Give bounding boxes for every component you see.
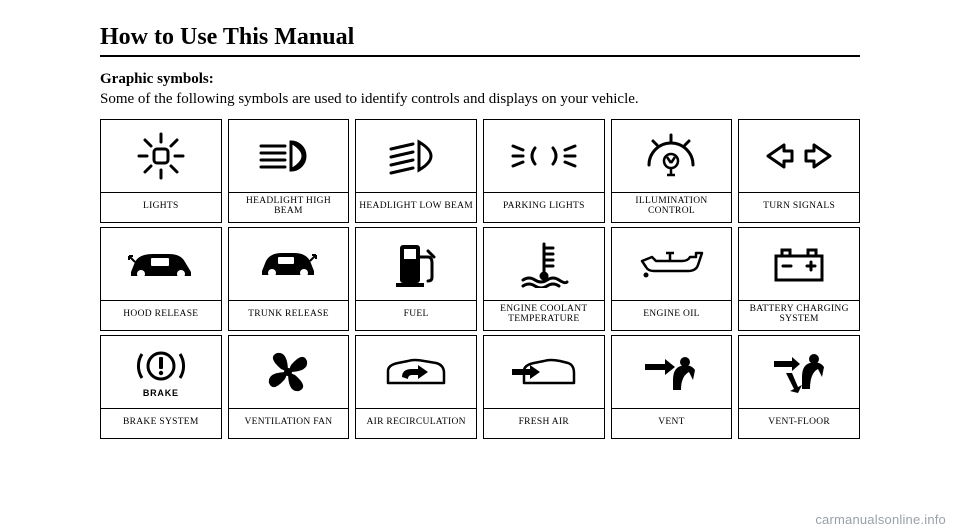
cell-illumination: ILLUMINATION CONTROL — [611, 119, 733, 223]
watermark: carmanualsonline.info — [815, 512, 946, 527]
cell-brake: BRAKE BRAKE SYSTEM — [100, 335, 222, 439]
cell-low-beam: HEADLIGHT LOW BEAM — [355, 119, 477, 223]
recirculation-icon — [382, 355, 450, 389]
label-battery: BATTERY CHARGING SYSTEM — [739, 300, 859, 330]
battery-icon — [770, 244, 828, 284]
label-fresh-air: FRESH AIR — [484, 408, 604, 438]
label-coolant: ENGINE COOLANT TEMPERATURE — [484, 300, 604, 330]
hood-release-icon — [125, 246, 197, 282]
cell-recirculation: AIR RECIRCULATION — [355, 335, 477, 439]
label-parking-lights: PARKING LIGHTS — [484, 192, 604, 222]
vent-icon — [641, 350, 701, 394]
symbol-grid: LIGHTS HEADLIGHT HIGH BEAM — [100, 119, 860, 439]
cell-turn-signals: TURN SIGNALS — [738, 119, 860, 223]
section-body: Some of the following symbols are used t… — [100, 90, 860, 109]
fresh-air-icon — [510, 355, 578, 389]
cell-fuel: FUEL — [355, 227, 477, 331]
cell-vent: VENT — [611, 335, 733, 439]
cell-trunk-release: TRUNK RELEASE — [228, 227, 350, 331]
trunk-release-icon — [258, 247, 318, 281]
label-turn-signals: TURN SIGNALS — [739, 192, 859, 222]
label-illumination: ILLUMINATION CONTROL — [612, 192, 732, 222]
cell-battery: BATTERY CHARGING SYSTEM — [738, 227, 860, 331]
high-beam-icon — [255, 136, 321, 176]
cell-engine-oil: ENGINE OIL — [611, 227, 733, 331]
parking-lights-icon — [509, 138, 579, 174]
engine-oil-icon — [638, 247, 704, 281]
cell-parking-lights: PARKING LIGHTS — [483, 119, 605, 223]
coolant-icon — [517, 240, 571, 288]
title-rule — [100, 55, 860, 57]
low-beam-icon — [383, 136, 449, 176]
label-fuel: FUEL — [356, 300, 476, 330]
label-hood-release: HOOD RELEASE — [101, 300, 221, 330]
lights-icon — [133, 130, 189, 182]
label-recirculation: AIR RECIRCULATION — [356, 408, 476, 438]
cell-fan: VENTILATION FAN — [228, 335, 350, 439]
brake-icon — [134, 346, 188, 386]
cell-coolant: ENGINE COOLANT TEMPERATURE — [483, 227, 605, 331]
label-fan: VENTILATION FAN — [229, 408, 349, 438]
cell-high-beam: HEADLIGHT HIGH BEAM — [228, 119, 350, 223]
label-vent-floor: VENT-FLOOR — [739, 408, 859, 438]
vent-floor-icon — [768, 349, 830, 395]
brake-subtext: BRAKE — [143, 388, 179, 398]
section-subtitle: Graphic symbols: — [100, 71, 860, 88]
illumination-icon — [641, 131, 701, 181]
page-title: How to Use This Manual — [100, 24, 860, 51]
turn-signals-icon — [764, 141, 834, 171]
fan-icon — [263, 347, 313, 397]
label-vent: VENT — [612, 408, 732, 438]
label-engine-oil: ENGINE OIL — [612, 300, 732, 330]
label-lights: LIGHTS — [101, 192, 221, 222]
label-low-beam: HEADLIGHT LOW BEAM — [356, 192, 476, 222]
cell-vent-floor: VENT-FLOOR — [738, 335, 860, 439]
fuel-icon — [394, 239, 438, 289]
cell-fresh-air: FRESH AIR — [483, 335, 605, 439]
label-brake: BRAKE SYSTEM — [101, 408, 221, 438]
label-high-beam: HEADLIGHT HIGH BEAM — [229, 192, 349, 222]
label-trunk-release: TRUNK RELEASE — [229, 300, 349, 330]
cell-hood-release: HOOD RELEASE — [100, 227, 222, 331]
cell-lights: LIGHTS — [100, 119, 222, 223]
